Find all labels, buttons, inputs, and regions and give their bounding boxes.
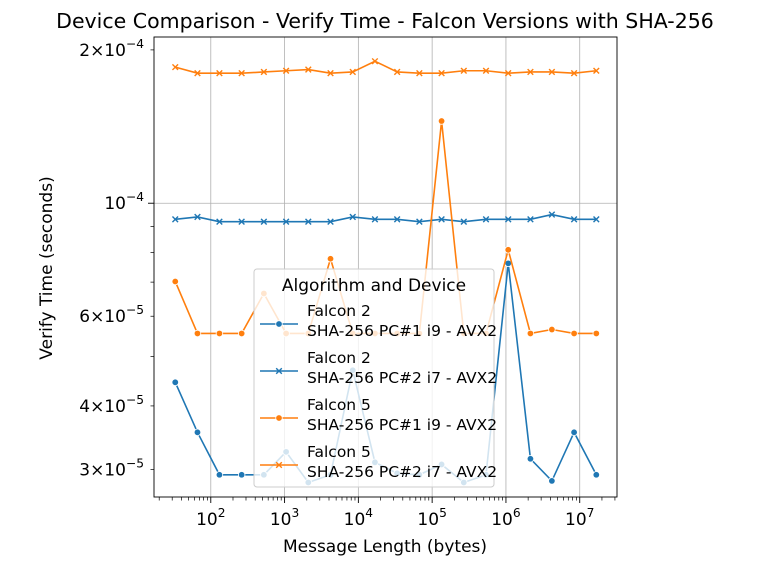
data-point — [548, 325, 556, 334]
data-point — [593, 67, 600, 75]
data-point — [593, 215, 600, 223]
legend-label: Falcon 2 SHA-256 PC#1 i9 - AVX2 — [307, 302, 497, 340]
data-point — [171, 63, 179, 71]
data-point — [238, 218, 245, 225]
data-point — [215, 471, 224, 479]
data-point — [326, 255, 335, 263]
data-point — [193, 329, 202, 338]
y-tick-label: 10−4 — [104, 190, 144, 214]
data-point — [216, 218, 223, 225]
data-point — [482, 67, 490, 75]
chart-title: Device Comparison - Verify Time - Falcon… — [56, 9, 714, 33]
legend-entry: Falcon 5 SHA-256 PC#2 i7 - AVX2 — [260, 443, 497, 481]
y-tick-label: 4×10−5 — [79, 393, 144, 417]
data-point — [438, 69, 445, 77]
data-point — [282, 218, 290, 225]
legend-box — [253, 268, 495, 488]
legend-swatch-marker — [275, 414, 283, 422]
data-point — [482, 215, 490, 223]
data-point — [527, 215, 534, 223]
data-point — [193, 428, 202, 437]
data-point — [570, 215, 578, 223]
data-point — [260, 68, 268, 76]
data-point — [592, 329, 601, 338]
data-point — [504, 69, 512, 77]
data-point — [526, 455, 535, 463]
data-point — [237, 471, 246, 479]
data-point — [282, 67, 290, 75]
data-point — [548, 68, 556, 76]
legend-label: Falcon 5 SHA-256 PC#2 i7 - AVX2 — [307, 443, 497, 481]
legend-swatch-marker — [275, 320, 283, 328]
y-axis-label: Verify Time (seconds) — [37, 176, 57, 359]
series-line — [175, 60, 597, 75]
data-point — [570, 428, 578, 437]
data-point — [416, 69, 423, 77]
data-point — [305, 66, 312, 73]
data-point — [305, 218, 312, 225]
series-2 — [171, 211, 600, 225]
legend-label: Falcon 2 SHA-256 PC#2 i7 - AVX2 — [307, 349, 497, 387]
data-point — [393, 68, 401, 76]
legend: Algorithm and Device Falcon 2 SHA-256 PC#1… — [253, 268, 497, 488]
data-point — [349, 68, 357, 76]
x-tick-label: 105 — [417, 506, 446, 530]
data-point — [371, 215, 379, 223]
data-point — [327, 218, 334, 225]
legend-title: Algorithm and Device — [282, 276, 466, 296]
x-tick-label: 102 — [196, 506, 225, 530]
data-point — [215, 329, 224, 338]
data-point — [438, 215, 445, 223]
data-point — [527, 68, 534, 76]
data-point — [194, 69, 201, 77]
x-axis-label: Message Length (bytes) — [283, 537, 487, 557]
plot-frame — [153, 36, 618, 498]
legend-label: Falcon 5 SHA-256 PC#1 i9 - AVX2 — [307, 396, 497, 434]
data-point — [416, 218, 423, 225]
data-point — [570, 329, 578, 338]
y-tick-label: 3×10−5 — [79, 457, 144, 481]
legend-entry: Falcon 5 SHA-256 PC#1 i9 - AVX2 — [260, 396, 497, 434]
legend-entry: Falcon 2 SHA-256 PC#2 i7 - AVX2 — [260, 349, 497, 387]
data-point — [437, 117, 446, 125]
data-point — [548, 477, 556, 485]
series-line — [175, 213, 597, 223]
x-tick-label: 103 — [270, 506, 299, 530]
data-point — [393, 215, 401, 223]
data-point — [570, 69, 578, 77]
axes: 102 103 104 105 106 107 10−4 3×10−5 4×10−5 6×10−5… — [79, 36, 618, 530]
y-tick-label: 6×10−5 — [79, 303, 144, 327]
data-point — [171, 277, 179, 286]
data-point — [349, 213, 357, 221]
x-tick-label: 106 — [491, 506, 521, 530]
data-point — [194, 213, 201, 221]
legend-swatch-marker — [275, 461, 283, 469]
x-tick-label: 104 — [344, 506, 374, 530]
series-4 — [171, 57, 600, 77]
legend-entry: Falcon 2 SHA-256 PC#1 i9 - AVX2 — [260, 302, 497, 340]
data-point — [371, 57, 379, 65]
x-tick-label: 107 — [565, 506, 594, 530]
data-point — [171, 378, 179, 387]
y-tick-label: 2×10−4 — [79, 37, 144, 61]
data-point — [460, 218, 468, 225]
data-point — [327, 69, 334, 77]
data-point — [460, 67, 468, 75]
grid-lines — [154, 37, 617, 497]
data-point — [526, 329, 535, 338]
data-point — [504, 215, 512, 223]
data-point — [237, 329, 246, 338]
data-point — [171, 215, 179, 223]
data-point — [216, 69, 223, 77]
data-point — [548, 211, 556, 218]
data-point — [238, 69, 245, 77]
data-point — [592, 471, 601, 479]
legend-swatch-marker — [275, 367, 283, 375]
data-point — [504, 246, 512, 254]
data-point — [260, 218, 268, 225]
